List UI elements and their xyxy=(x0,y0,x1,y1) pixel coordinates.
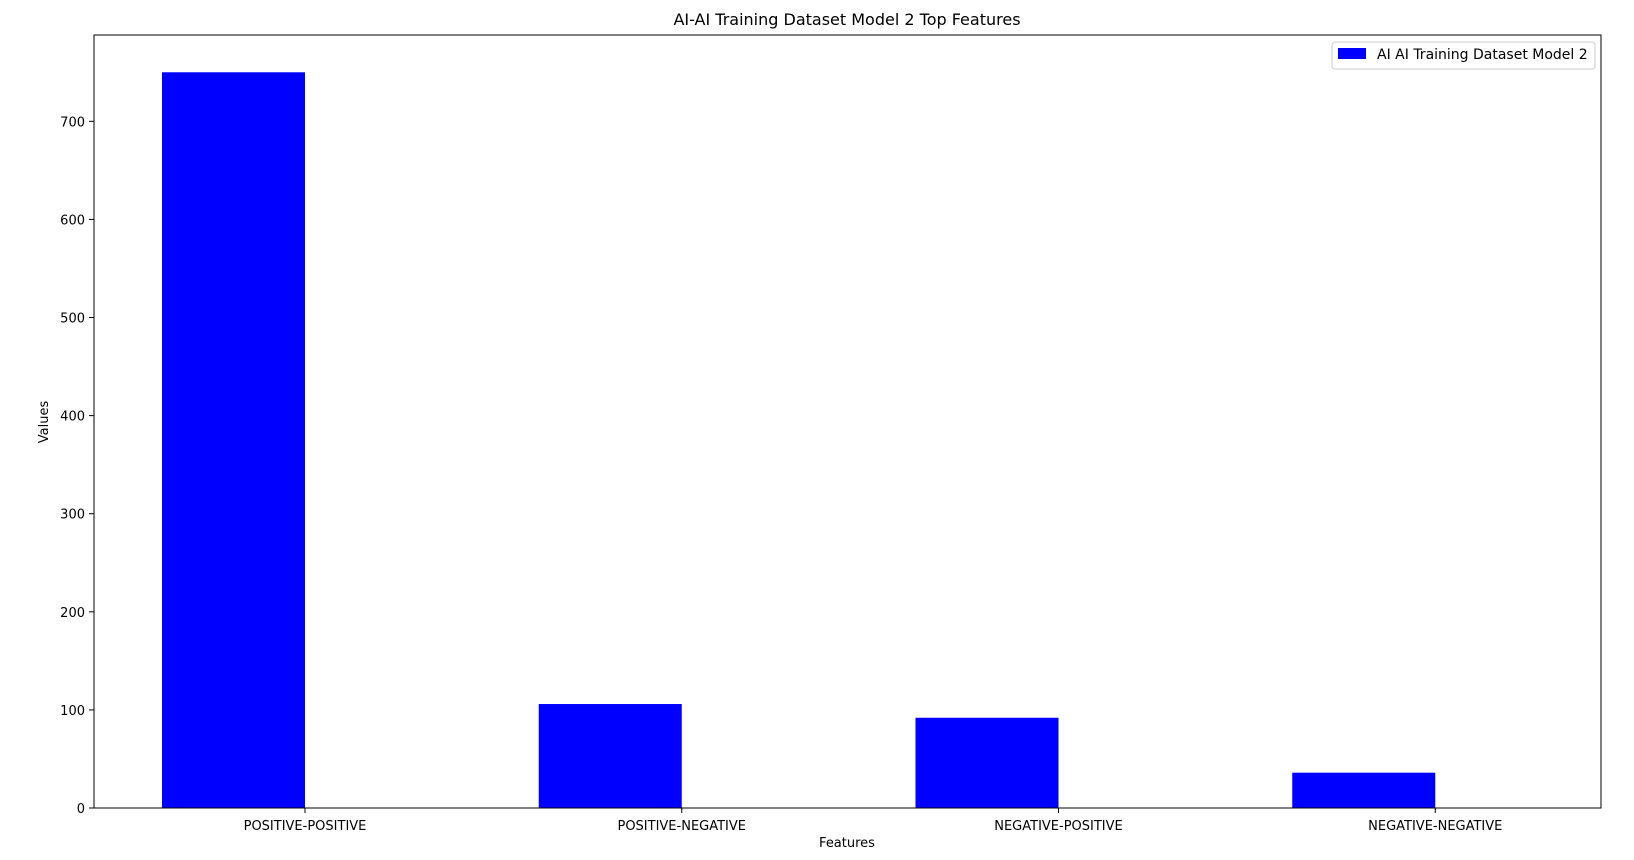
y-tick-label: 700 xyxy=(60,115,85,130)
plot-frame xyxy=(93,34,1602,809)
legend: AI AI Training Dataset Model 2 xyxy=(1331,41,1596,70)
y-tick-label: 0 xyxy=(77,802,85,817)
legend-label: AI AI Training Dataset Model 2 xyxy=(1377,47,1588,63)
y-tick-label: 600 xyxy=(60,213,85,228)
y-axis-label: Values xyxy=(37,401,52,444)
x-tick-label: POSITIVE-NEGATIVE xyxy=(617,819,746,834)
chart-title: AI-AI Training Dataset Model 2 Top Featu… xyxy=(673,10,1020,29)
y-tick-label: 100 xyxy=(60,704,85,719)
bar-negative-positive xyxy=(915,717,1059,808)
legend-box xyxy=(1331,41,1596,70)
y-tick-label: 300 xyxy=(60,508,85,523)
y-tick-label: 400 xyxy=(60,410,85,425)
legend-swatch xyxy=(1338,48,1366,59)
y-tick-label: 200 xyxy=(60,606,85,621)
bar-positive-positive xyxy=(162,72,305,808)
bar-positive-negative xyxy=(538,704,682,808)
plot-area: POSITIVE-POSITIVE POSITIVE-NEGATIVE NEGATI… xyxy=(60,34,1602,834)
x-axis-label: Features xyxy=(819,836,875,851)
bar-negative-negative xyxy=(1292,772,1436,808)
y-tick-label: 500 xyxy=(60,312,85,327)
x-tick-label: NEGATIVE-NEGATIVE xyxy=(1368,819,1502,834)
x-tick-label: NEGATIVE-POSITIVE xyxy=(994,819,1123,834)
x-tick-label: POSITIVE-POSITIVE xyxy=(244,819,367,834)
